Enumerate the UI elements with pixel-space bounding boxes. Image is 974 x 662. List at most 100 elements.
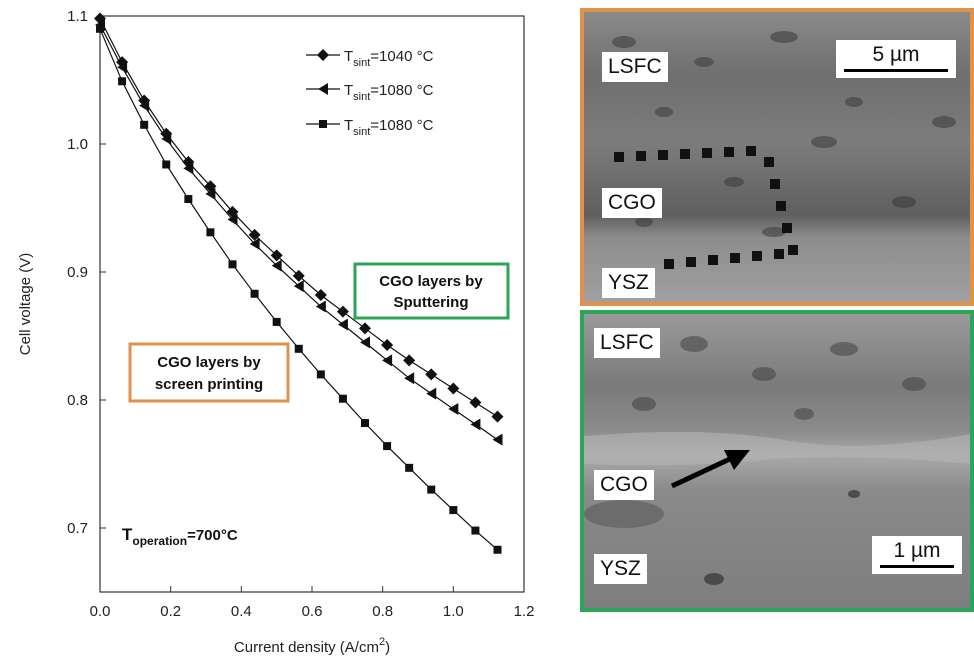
series-3-point xyxy=(427,485,436,494)
sem-arrow xyxy=(670,450,750,489)
series-3-point xyxy=(250,289,259,298)
sem-bottom-label-cgo: CGO xyxy=(594,470,654,500)
annotation-screen-box xyxy=(128,342,290,403)
series-2-point xyxy=(337,318,348,331)
series-3-point xyxy=(96,24,104,33)
y-tick-label: 0.9 xyxy=(67,264,88,281)
series-2-point xyxy=(161,132,172,145)
x-tick-label: 1.0 xyxy=(443,603,464,620)
series-1-point xyxy=(425,368,438,381)
x-axis-title: Current density (A/cm2) xyxy=(234,636,390,656)
y-tick-label: 0.7 xyxy=(67,520,88,537)
x-tick-label: 0.2 xyxy=(160,603,181,620)
series-2-point xyxy=(492,433,503,446)
sem-top-label-lsfc: LSFC xyxy=(602,52,668,82)
series-3-point xyxy=(383,442,392,451)
sem-top-scale-bar-line xyxy=(844,69,948,72)
series-3-point xyxy=(162,160,171,169)
series-2-point xyxy=(117,61,128,74)
annotation-operation-temp: Toperation=700°C xyxy=(122,525,238,548)
series-1-point xyxy=(491,410,504,423)
series-3-point xyxy=(338,394,347,403)
series-2-point xyxy=(293,280,304,293)
series-3-point xyxy=(228,260,237,269)
series-2-point xyxy=(183,162,194,175)
legend-marker-square xyxy=(319,120,327,128)
legend: Tsint=1040 °C Tsint=1080 °C Tsint=1080 °… xyxy=(306,48,434,138)
series-2-point xyxy=(249,237,260,250)
annotation-sputtering-line1: CGO layers by xyxy=(379,273,483,290)
series-2-point xyxy=(315,300,326,313)
sem-top-scale-bar-label: 5 µm xyxy=(872,43,920,66)
x-tick-label: 0.0 xyxy=(90,603,111,620)
series-1-point xyxy=(336,305,349,318)
sem-bottom-label-ysz: YSZ xyxy=(594,554,647,584)
axis-ticks: 0.0 0.2 0.4 0.6 0.8 1.0 1.2 0.7 0.8 0.9 1.0 1.1 xyxy=(67,8,534,620)
sem-texture-bottom xyxy=(584,336,970,585)
series-3-point xyxy=(316,370,325,379)
series-2-point xyxy=(205,187,216,200)
series-1-point xyxy=(469,396,482,409)
series-1-point xyxy=(270,249,283,262)
series-3-point xyxy=(294,344,303,353)
legend-entry-2: Tsint=1080 °C xyxy=(306,82,434,103)
polarization-chart: 0.0 0.2 0.4 0.6 0.8 1.0 1.2 0.7 0.8 0.9 1.0 1.1 Cel… xyxy=(17,8,534,656)
series-2-point xyxy=(426,387,437,400)
x-tick-label: 1.2 xyxy=(514,603,535,620)
series-1-point xyxy=(359,322,371,335)
series-1-point xyxy=(447,382,460,395)
series-1-point xyxy=(403,354,416,367)
sem-image-sputtered-cgo-top: LSFC CGO YSZ 5 µm xyxy=(580,8,974,306)
series-3-point xyxy=(184,195,193,204)
legend-label-2: Tsint=1080 °C xyxy=(344,82,434,103)
x-tick-label: 0.8 xyxy=(372,603,393,620)
y-tick-label: 1.0 xyxy=(67,136,88,153)
series-2-point xyxy=(448,402,459,415)
annotation-sputtering-box xyxy=(353,262,510,320)
series-3-point xyxy=(493,545,502,554)
annotation-sputtering: CGO layers by Sputtering xyxy=(353,262,510,320)
series-1 xyxy=(94,12,504,423)
series-group xyxy=(94,12,504,554)
series-3-point xyxy=(361,419,369,428)
sem-top-label-cgo: CGO xyxy=(602,188,662,218)
legend-entry-1: Tsint=1040 °C xyxy=(306,48,434,69)
sem-bottom-scale-bar-line xyxy=(880,565,954,568)
y-tick-label: 0.8 xyxy=(67,392,88,409)
series-3-point xyxy=(405,463,414,472)
series-1-point xyxy=(292,269,305,282)
y-tick-label: 1.1 xyxy=(67,8,88,25)
series-2-point xyxy=(139,99,150,112)
sem-top-scale-bar: 5 µm xyxy=(836,40,956,78)
series-3 xyxy=(96,24,502,554)
series-1-point xyxy=(248,228,261,241)
sem-bottom-label-lsfc: LSFC xyxy=(594,328,660,358)
x-tick-label: 0.4 xyxy=(231,603,252,620)
series-3-point xyxy=(140,120,149,129)
y-axis-title: Cell voltage (V) xyxy=(17,253,34,356)
series-2-point xyxy=(227,213,238,226)
series-3-point xyxy=(449,506,458,515)
series-2-point xyxy=(382,354,393,367)
series-2-point xyxy=(271,259,282,272)
series-3-point xyxy=(471,526,480,535)
series-2-point xyxy=(470,418,481,431)
legend-marker-triangle xyxy=(318,83,328,95)
sem-image-screen-printed-cgo-bottom: LSFC CGO YSZ 1 µm xyxy=(580,310,974,612)
series-3-point xyxy=(272,317,281,326)
series-1-point xyxy=(314,289,327,302)
x-tick-label: 0.6 xyxy=(302,603,323,620)
annotation-screen-line1: CGO layers by xyxy=(157,354,261,371)
annotation-sputtering-line2: Sputtering xyxy=(394,294,469,311)
series-1-point xyxy=(381,338,394,351)
series-3-point xyxy=(118,77,127,86)
series-2-point xyxy=(404,372,415,385)
annotation-screen-line2: screen printing xyxy=(155,376,263,393)
sem-bottom-scale-bar-label: 1 µm xyxy=(893,539,941,562)
series-2 xyxy=(95,18,503,446)
series-2-point xyxy=(360,336,370,349)
sem-top-label-ysz: YSZ xyxy=(602,268,655,298)
legend-label-1: Tsint=1040 °C xyxy=(344,48,434,69)
legend-marker-diamond xyxy=(317,49,329,61)
sem-bottom-scale-bar: 1 µm xyxy=(872,536,962,574)
